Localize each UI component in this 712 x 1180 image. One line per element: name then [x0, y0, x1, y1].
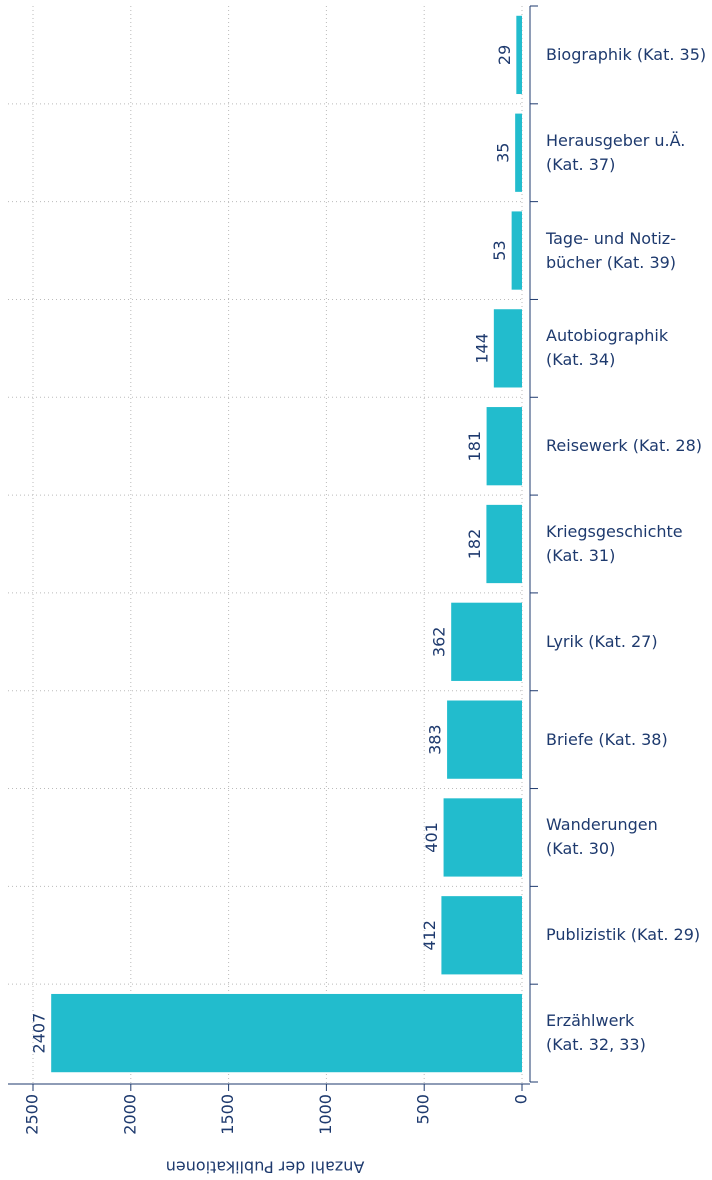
bar: [447, 700, 522, 779]
category-label: Herausgeber u.Ä. (Kat. 37): [546, 130, 686, 174]
category-label: Publizistik (Kat. 29): [546, 925, 701, 945]
bar: [51, 993, 523, 1073]
value-label: 181: [465, 431, 484, 462]
category-label: Erzählwerk (Kat. 32, 33): [546, 1011, 646, 1055]
value-label: 362: [430, 627, 449, 658]
bar: [443, 798, 522, 877]
bar: [516, 15, 522, 95]
bar: [441, 896, 522, 975]
value-label: 35: [494, 143, 513, 163]
x-tick-label: 0: [512, 1094, 531, 1104]
x-tick-label: 1000: [316, 1094, 335, 1135]
category-label: Tage- und Notiz- bücher (Kat. 39): [546, 228, 677, 272]
value-label: 412: [420, 920, 439, 951]
value-label: 182: [465, 529, 484, 560]
x-tick-label: 2000: [120, 1094, 139, 1135]
category-label: Reisewerk (Kat. 28): [546, 436, 703, 456]
bar: [451, 602, 522, 681]
category-label: Briefe (Kat. 38): [546, 729, 668, 749]
bar: [493, 309, 522, 388]
x-tick-label: 1500: [218, 1094, 237, 1135]
bar: [515, 113, 522, 192]
value-label: 53: [490, 240, 509, 260]
x-tick-label: 2500: [23, 1094, 42, 1135]
value-label: 29: [495, 45, 514, 65]
bar: [486, 407, 522, 486]
category-label: Kriegsgeschichte (Kat. 31): [546, 522, 683, 565]
bar: [486, 504, 522, 584]
category-label: Biographik (Kat. 35): [546, 44, 707, 64]
value-label: 144: [472, 333, 491, 364]
axis-title: Anzahl der Publikationen: [166, 1158, 365, 1177]
bar: [511, 211, 522, 290]
value-label: 2407: [30, 1013, 49, 1054]
value-label: 401: [422, 822, 441, 853]
x-tick-label: 500: [414, 1094, 433, 1125]
value-label: 383: [426, 724, 445, 755]
category-label: Wanderungen (Kat. 30): [546, 815, 658, 859]
category-label: Autobiographik (Kat. 34): [546, 326, 669, 370]
category-label: Lyrik (Kat. 27): [546, 631, 658, 651]
